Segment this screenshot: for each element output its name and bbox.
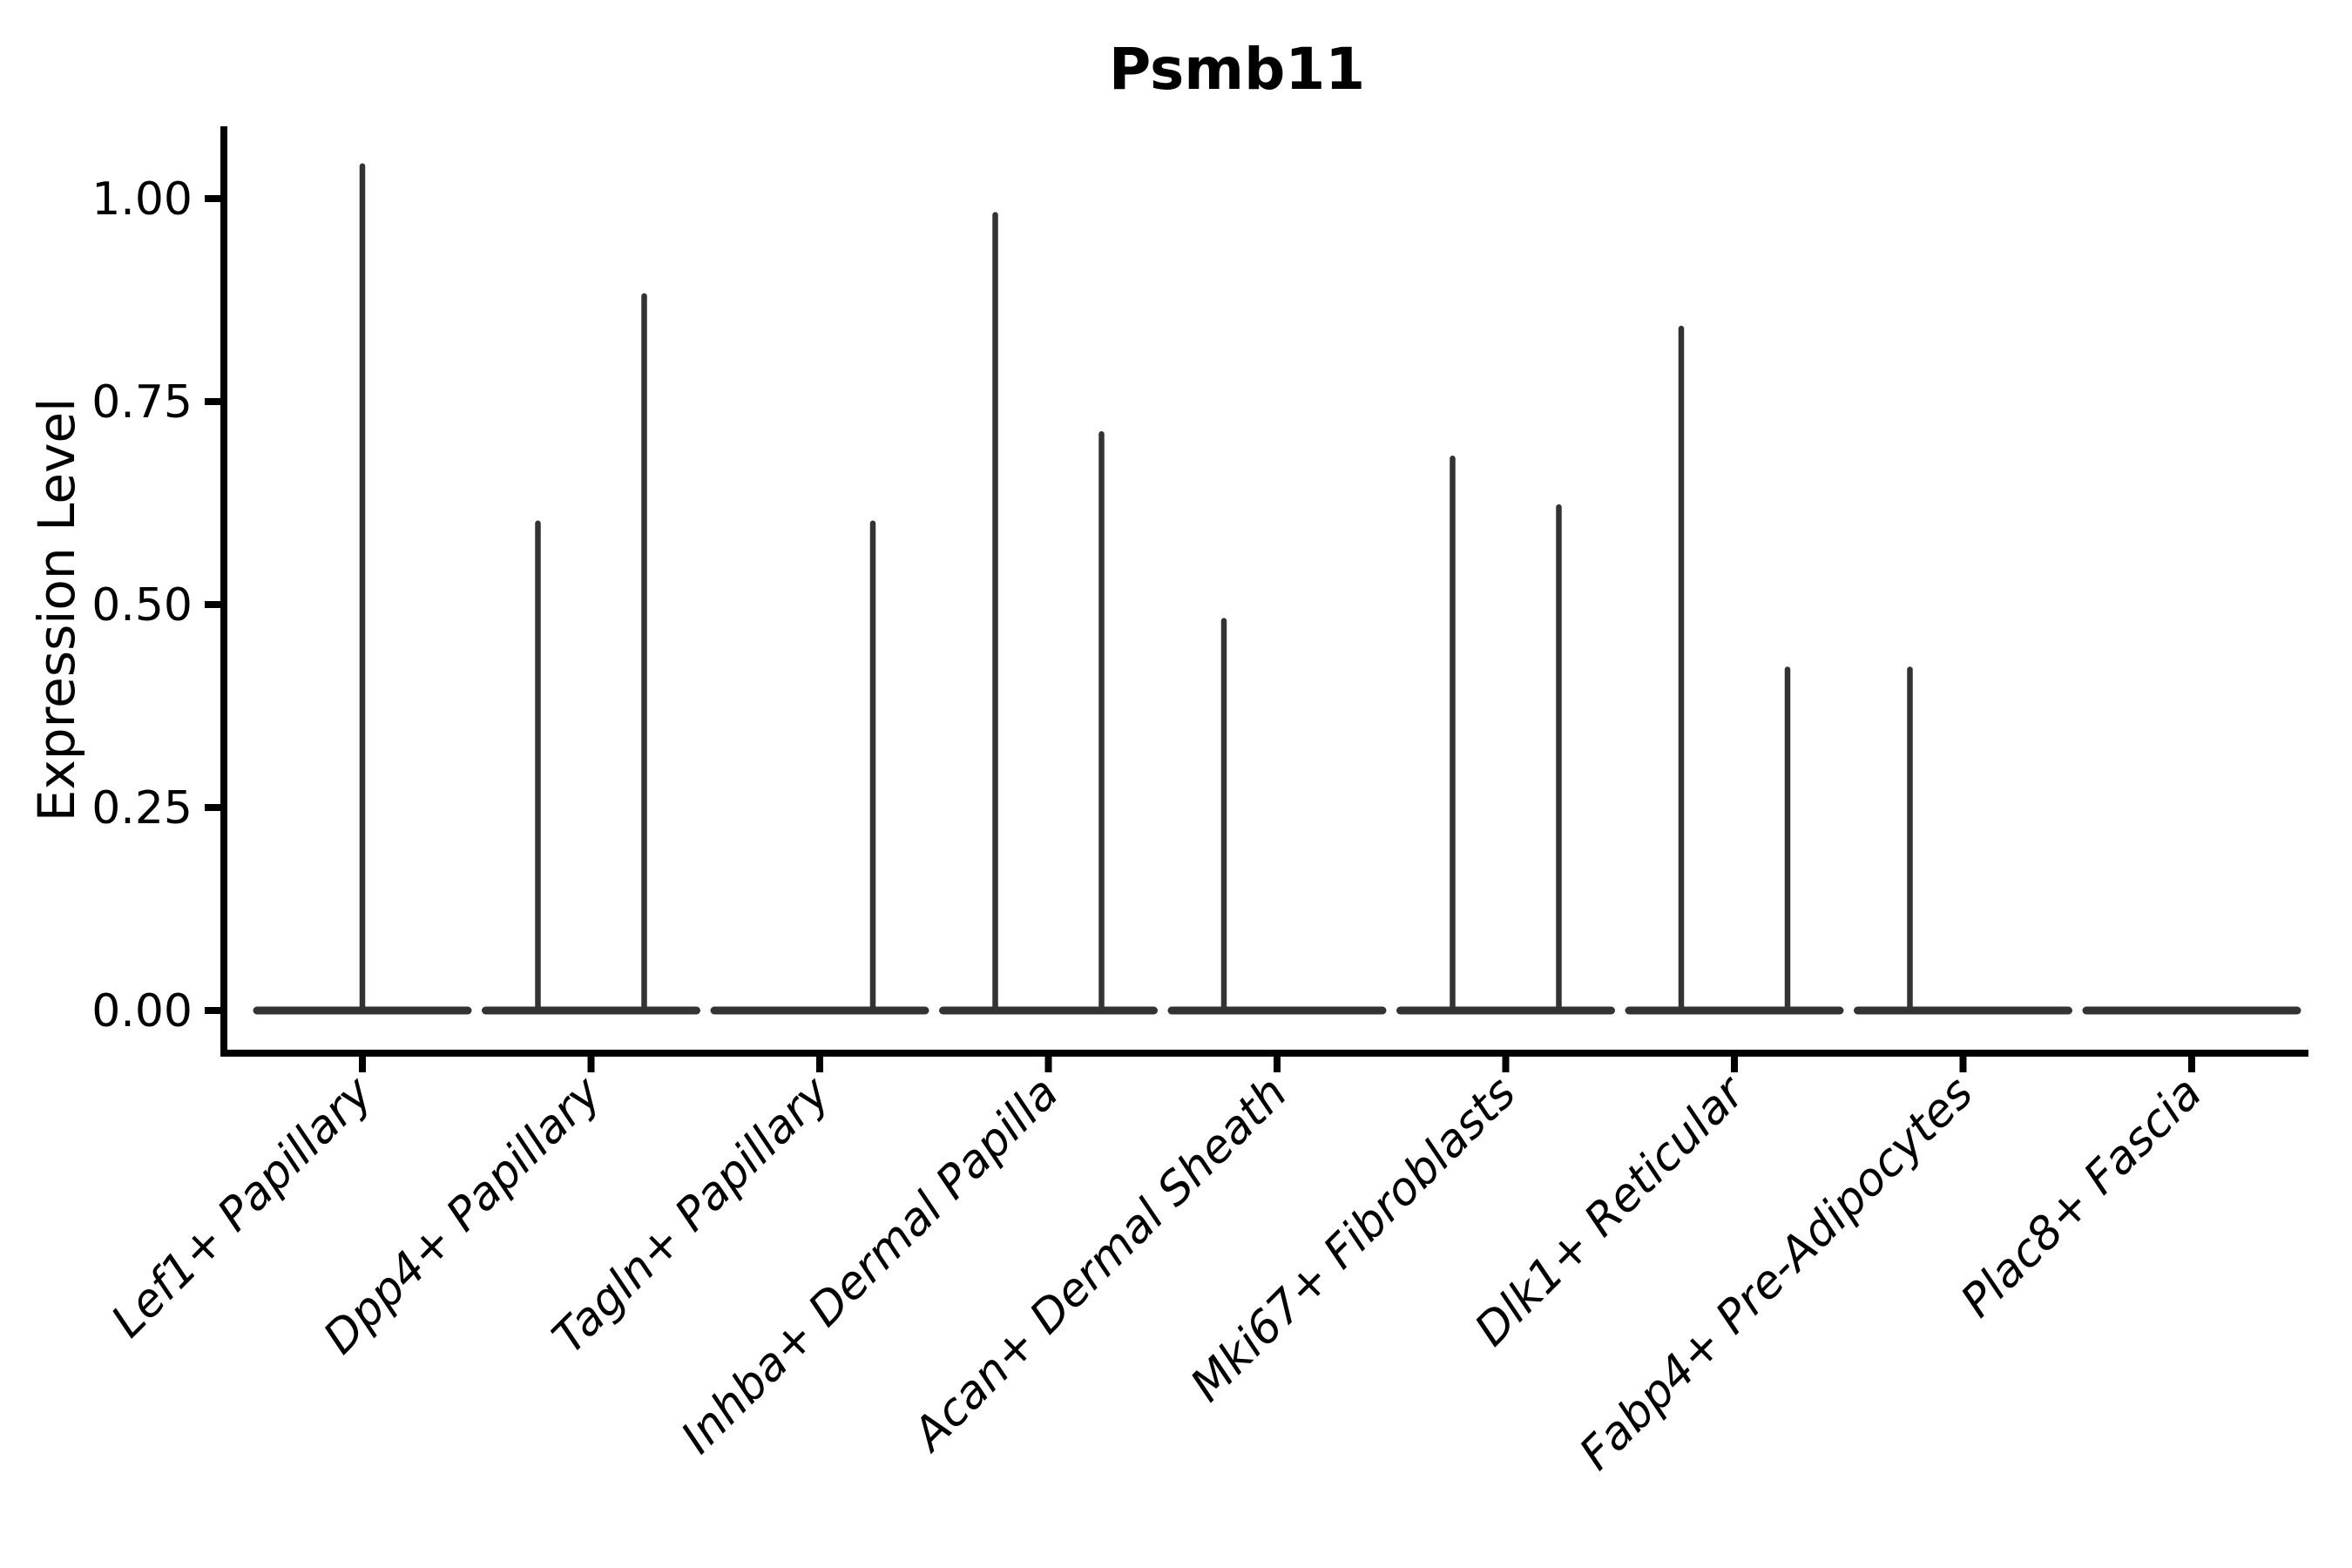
violins xyxy=(253,163,2301,1015)
y-axis-label: Expression Level xyxy=(27,398,86,821)
y-tick-label: 0.00 xyxy=(91,985,193,1037)
y-tick-label: 0.50 xyxy=(91,579,193,632)
x-tick-label: Fabp4+ Pre-Adipocytes xyxy=(1570,1067,1984,1481)
plot-title: Psmb11 xyxy=(1109,36,1365,103)
x-tick-label: Inhba+ Dermal Papilla xyxy=(672,1067,1069,1464)
y-tick-label: 0.25 xyxy=(91,782,193,835)
y-tick-label: 0.75 xyxy=(91,376,193,429)
y-tick-label: 1.00 xyxy=(91,173,193,226)
x-tick-label: Plac8+ Fascia xyxy=(1951,1067,2212,1328)
x-tick-label: Acan+ Dermal Sheath xyxy=(902,1067,1297,1463)
